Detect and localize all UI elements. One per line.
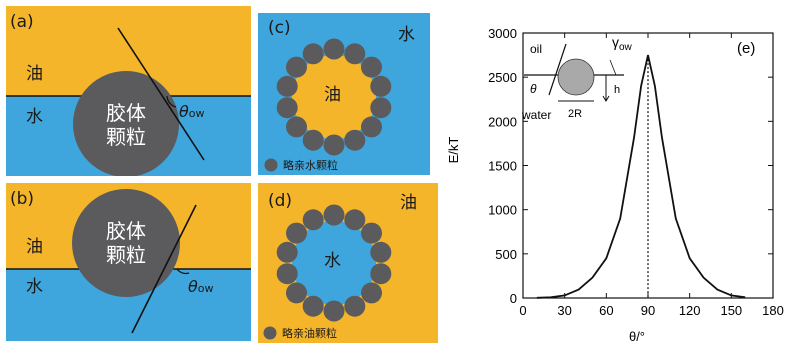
ring-particle	[286, 222, 307, 244]
water-label: 水	[398, 25, 415, 45]
panel-c-drawing	[258, 13, 430, 175]
legend-particle	[263, 326, 277, 340]
ring-particle	[276, 263, 298, 285]
ring-particle	[370, 97, 392, 119]
colloid-particle	[73, 71, 179, 176]
panel-b: (b) 油 水 胶体 颗粒 θow	[6, 183, 251, 341]
legend-particle	[264, 158, 278, 172]
x-tick-label: 120	[679, 303, 701, 318]
ring-particle	[302, 43, 324, 65]
panel-c-tag: (c)	[268, 18, 291, 38]
tangent-line	[131, 204, 197, 334]
ring-particle	[323, 134, 345, 156]
ring-particle	[344, 209, 366, 231]
ring-particle	[361, 282, 382, 304]
ring-particle	[302, 295, 324, 317]
y-tick-label: 2500	[488, 70, 517, 85]
panel-a-tag: (a)	[10, 12, 34, 32]
legend-label: 略亲水颗粒	[283, 159, 338, 172]
theta-ow-label: θow	[179, 102, 205, 121]
y-tick-label: 0	[510, 291, 517, 306]
inset-water-label: water	[521, 108, 551, 122]
particle-label: 胶体 颗粒	[106, 101, 146, 149]
x-axis-label: θ/°	[629, 329, 645, 344]
ring-particle	[370, 75, 392, 97]
x-tick-label: 180	[762, 303, 784, 318]
particle-ring	[276, 204, 392, 322]
water-label: 水	[26, 107, 43, 127]
contact-angle-arc	[166, 95, 177, 108]
oil-label: 油	[26, 237, 43, 257]
ring-particle	[286, 116, 307, 138]
y-tick-label: 1000	[488, 203, 517, 218]
inset-h-label: h	[614, 84, 620, 96]
water-droplet	[292, 221, 376, 305]
theta-ow-label: θow	[188, 277, 214, 296]
ring-particle	[370, 241, 392, 263]
ring-particle	[361, 116, 382, 138]
ring-particle	[323, 204, 345, 226]
x-tick-label: 150	[720, 303, 742, 318]
oil-label: 油	[400, 193, 417, 213]
ring-particle	[344, 129, 366, 151]
x-tick-label: 90	[641, 303, 655, 318]
ring-particle	[302, 209, 324, 231]
contact-angle-arc	[176, 268, 190, 275]
colloid-particle	[72, 189, 180, 297]
particle-label: 胶体 颗粒	[106, 219, 146, 267]
energy-chart: 0 30 60 90 120 150 180 0 500 1000 1500 2000 2500 3000…	[446, 26, 784, 344]
ring-particle	[361, 56, 382, 78]
particle-ring	[276, 38, 392, 156]
energy-curve	[536, 54, 746, 299]
y-axis-label: E/kT	[446, 137, 461, 164]
y-tick-label: 500	[495, 247, 517, 262]
panel-b-drawing	[6, 183, 251, 341]
panel-a-drawing	[6, 6, 251, 176]
water-label: 水	[324, 251, 341, 271]
inset-radius-label: 2R	[568, 108, 582, 120]
x-tick-label: 60	[599, 303, 613, 318]
ring-particle	[370, 263, 392, 285]
y-tick-label: 1500	[488, 159, 517, 174]
oil-label: 油	[26, 64, 43, 84]
inset-oil-label: oil	[530, 42, 542, 56]
ring-particle	[323, 38, 345, 60]
water-label: 水	[26, 277, 43, 297]
x-tick-label: 30	[557, 303, 571, 318]
ring-particle	[286, 56, 307, 78]
ring-particle	[276, 97, 298, 119]
panel-c: (c) 水 油 略亲水颗粒	[258, 13, 430, 175]
ring-particle	[286, 282, 307, 304]
inset-tangent	[548, 43, 567, 96]
y-tick-label: 2000	[488, 114, 517, 129]
panel-d: (d) 油 水 略亲油颗粒	[258, 183, 438, 343]
panel-d-tag: (d)	[268, 191, 293, 211]
oil-droplet	[292, 55, 376, 139]
panel-a: (a) 油 水 胶体 颗粒 θow	[6, 6, 251, 176]
inset-diagram: oil water θ h 2R γow	[521, 34, 633, 122]
ring-particle	[344, 295, 366, 317]
panel-b-tag: (b)	[10, 189, 35, 209]
chart-tag: (e)	[737, 40, 755, 57]
legend-label: 略亲油颗粒	[282, 327, 337, 340]
ring-particle	[344, 43, 366, 65]
inset-gamma-pointer	[609, 59, 617, 76]
inset-theta-label: θ	[530, 82, 537, 96]
y-tick-label: 3000	[488, 26, 517, 41]
inset-gamma-label: γow	[612, 34, 633, 53]
ring-particle	[276, 241, 298, 263]
ring-particle	[302, 129, 324, 151]
ring-particle	[361, 222, 382, 244]
inset-h-arrowhead	[602, 95, 610, 102]
x-tick-label: 0	[519, 303, 526, 318]
chart-ticks: 0 30 60 90 120 150 180 0 500 1000 1500 2000 2500 3000	[488, 26, 784, 318]
oil-label: 油	[324, 85, 341, 105]
ring-particle	[323, 300, 345, 322]
panel-d-drawing	[258, 183, 438, 343]
inset-particle	[557, 58, 595, 96]
ring-particle	[276, 75, 298, 97]
tangent-line	[117, 27, 205, 161]
